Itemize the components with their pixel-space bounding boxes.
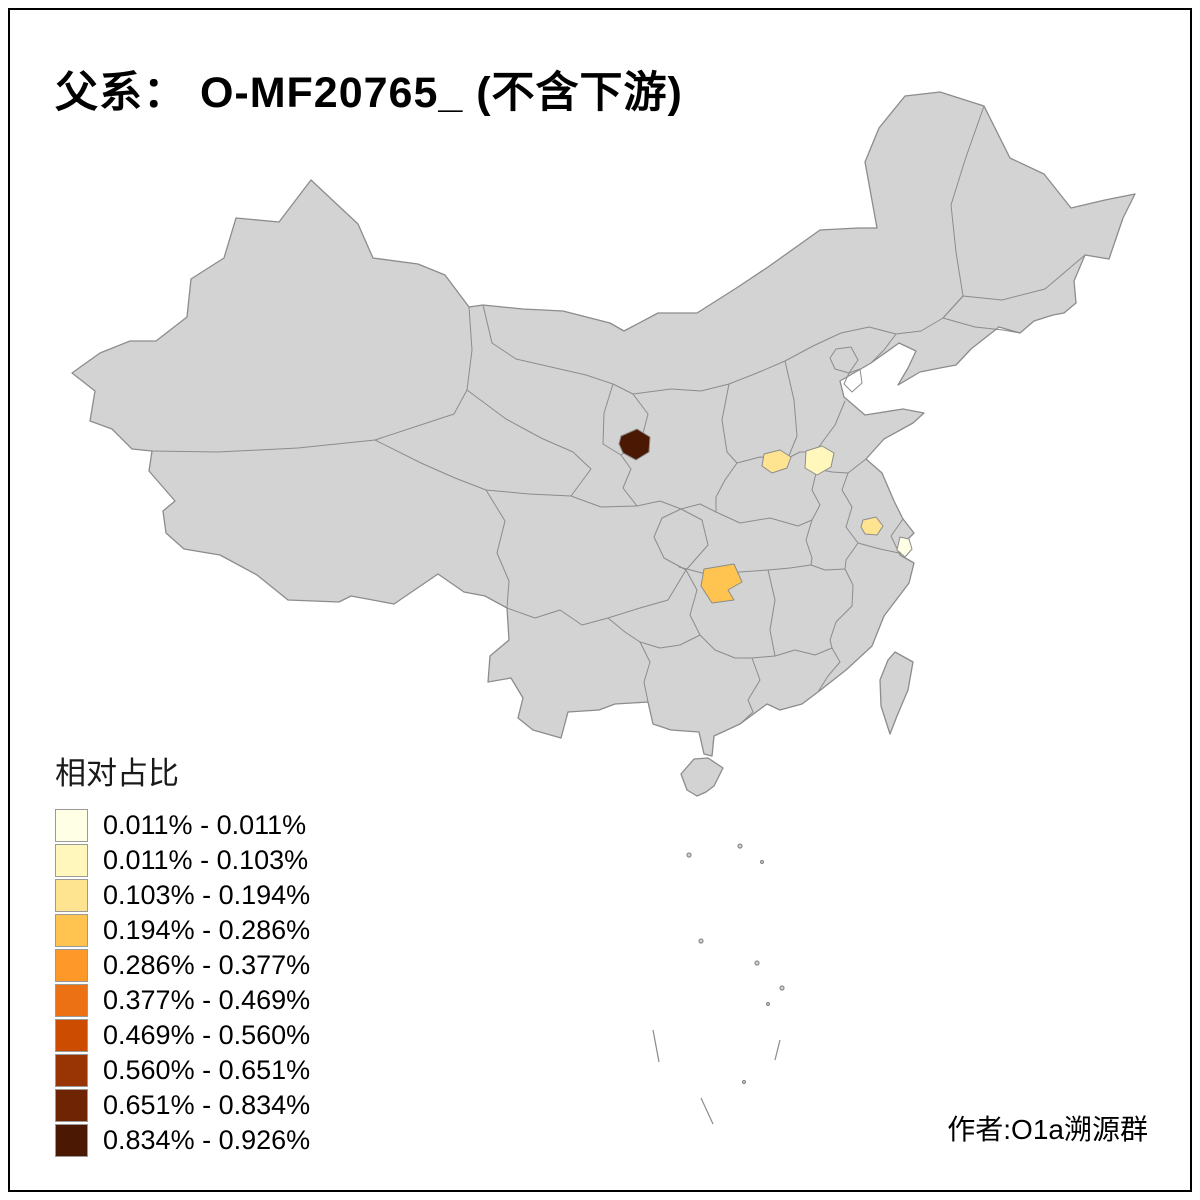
legend-swatch (55, 879, 88, 912)
legend-swatch (55, 1019, 88, 1052)
legend-swatch (55, 1054, 88, 1087)
province-borders (151, 105, 1086, 725)
legend-label: 0.834% - 0.926% (103, 1125, 311, 1155)
legend-label: 0.011% - 0.103% (103, 845, 309, 875)
south-china-sea-islands (652, 843, 785, 1125)
legend-item: 0.377% - 0.469% (55, 984, 310, 1017)
legend-label: 0.651% - 0.834% (103, 1090, 311, 1120)
legend-item: 0.651% - 0.834% (55, 1089, 310, 1122)
legend-swatch (55, 984, 88, 1017)
map-region-shanghai (896, 536, 913, 558)
legend-title: 相对占比 (55, 756, 179, 791)
map-region-northwest-hunan (700, 563, 743, 604)
legend-swatch (55, 1124, 88, 1157)
legend-swatch (55, 949, 88, 982)
hainan-island (680, 757, 724, 797)
map-region-gansu-dark (618, 428, 651, 461)
legend-swatch (55, 809, 88, 842)
legend-swatch (55, 914, 88, 947)
legend-item: 0.286% - 0.377% (55, 949, 310, 982)
highlighted-regions (618, 428, 913, 604)
legend-label: 0.011% - 0.011% (103, 810, 307, 840)
legend-item: 0.194% - 0.286% (55, 914, 310, 947)
legend-item: 0.469% - 0.560% (55, 1019, 310, 1052)
legend: 相对占比 0.011% - 0.011% 0.011% - 0.103% 0.1… (55, 748, 310, 1159)
legend-label: 0.194% - 0.286% (103, 915, 311, 945)
legend-item: 0.011% - 0.103% (55, 844, 310, 877)
map-region-north-henan (761, 449, 792, 474)
attribution: 作者:O1a溯源群 (947, 1114, 1148, 1145)
legend-label: 0.377% - 0.469% (103, 985, 311, 1015)
legend-swatch (55, 844, 88, 877)
legend-swatch (55, 1089, 88, 1122)
map-region-west-shandong (804, 445, 835, 476)
legend-item: 0.011% - 0.011% (55, 809, 310, 842)
taiwan-island (879, 651, 914, 735)
legend-item: 0.103% - 0.194% (55, 879, 310, 912)
page-title: 父系： O-MF20765_ (不含下游) (55, 69, 683, 117)
legend-item: 0.834% - 0.926% (55, 1124, 310, 1157)
legend-label: 0.286% - 0.377% (103, 950, 311, 980)
map-region-south-jiangsu (860, 516, 884, 536)
legend-item: 0.560% - 0.651% (55, 1054, 310, 1087)
legend-label: 0.560% - 0.651% (103, 1055, 311, 1085)
legend-label: 0.103% - 0.194% (103, 880, 311, 910)
legend-label: 0.469% - 0.560% (103, 1020, 311, 1050)
